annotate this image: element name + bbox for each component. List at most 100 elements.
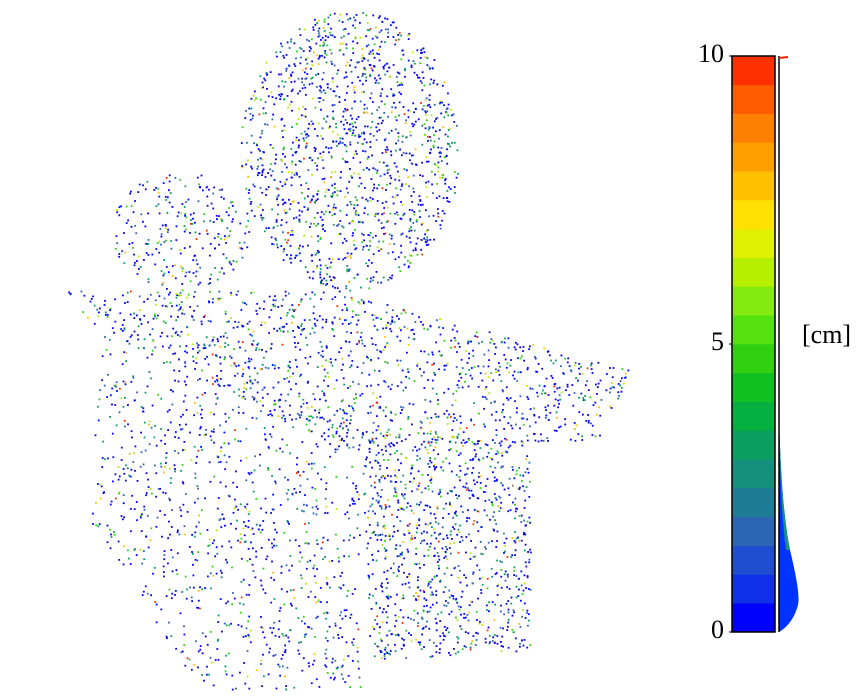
- point: [240, 625, 243, 628]
- point: [493, 511, 495, 513]
- point: [194, 531, 197, 534]
- point: [410, 195, 413, 197]
- point: [164, 321, 167, 324]
- point: [473, 508, 476, 511]
- point: [292, 200, 295, 203]
- point: [599, 434, 601, 437]
- point: [411, 464, 414, 467]
- point: [383, 524, 386, 527]
- point: [555, 430, 558, 432]
- point: [508, 494, 511, 496]
- point: [349, 141, 352, 144]
- point: [248, 197, 251, 200]
- point: [368, 597, 370, 599]
- point: [179, 265, 182, 268]
- point: [362, 302, 365, 305]
- point: [430, 476, 433, 479]
- point: [524, 499, 527, 502]
- point: [284, 155, 286, 158]
- point: [415, 219, 418, 221]
- point: [443, 339, 446, 342]
- point: [495, 479, 498, 482]
- point: [352, 660, 354, 662]
- point: [338, 351, 341, 353]
- point: [470, 540, 472, 542]
- point: [273, 403, 275, 406]
- point: [427, 488, 430, 491]
- point: [446, 548, 448, 551]
- point: [227, 494, 230, 497]
- point: [314, 398, 316, 401]
- point: [228, 455, 231, 458]
- point: [414, 120, 417, 123]
- point: [373, 314, 376, 317]
- point: [387, 428, 390, 431]
- point: [321, 350, 324, 353]
- point: [353, 277, 356, 279]
- point: [385, 578, 388, 580]
- point: [314, 23, 317, 26]
- point: [133, 317, 136, 319]
- point: [411, 481, 414, 483]
- point: [424, 504, 427, 507]
- point: [371, 553, 373, 556]
- point: [301, 509, 303, 512]
- point: [332, 436, 335, 439]
- point: [313, 564, 315, 567]
- point: [226, 236, 229, 239]
- point: [423, 350, 426, 353]
- point: [519, 357, 522, 360]
- point: [206, 529, 209, 531]
- point: [251, 334, 254, 337]
- point: [368, 439, 370, 442]
- point: [312, 29, 315, 31]
- point: [300, 298, 303, 301]
- point: [545, 377, 548, 380]
- point: [169, 533, 171, 536]
- point: [237, 411, 240, 414]
- point: [389, 650, 392, 652]
- point: [429, 457, 431, 459]
- point: [482, 457, 485, 460]
- point: [143, 347, 146, 350]
- point: [352, 125, 355, 128]
- point: [377, 494, 380, 497]
- point: [396, 593, 398, 596]
- point: [342, 584, 345, 587]
- point: [377, 534, 380, 537]
- point: [392, 93, 395, 95]
- point: [243, 382, 245, 385]
- point: [294, 163, 297, 166]
- point: [394, 650, 397, 653]
- point: [160, 397, 163, 400]
- point: [275, 531, 278, 534]
- point: [480, 592, 483, 594]
- point: [515, 537, 518, 540]
- point: [591, 424, 594, 427]
- point: [464, 373, 467, 376]
- point: [395, 26, 398, 29]
- point: [201, 588, 203, 591]
- point: [496, 530, 499, 533]
- point: [427, 583, 430, 585]
- point: [383, 657, 386, 660]
- point: [241, 397, 243, 399]
- point: [313, 18, 316, 21]
- point: [182, 482, 185, 485]
- point: [281, 80, 284, 83]
- point: [362, 57, 365, 59]
- point: [477, 475, 480, 478]
- point: [500, 610, 502, 613]
- point: [299, 47, 302, 49]
- point: [267, 367, 270, 370]
- point: [161, 224, 164, 227]
- point: [203, 343, 206, 346]
- point: [426, 229, 429, 231]
- point: [326, 582, 329, 584]
- point: [300, 577, 303, 580]
- point: [485, 386, 488, 388]
- point: [269, 627, 272, 629]
- point: [427, 140, 429, 142]
- point: [251, 396, 254, 398]
- point: [458, 476, 461, 478]
